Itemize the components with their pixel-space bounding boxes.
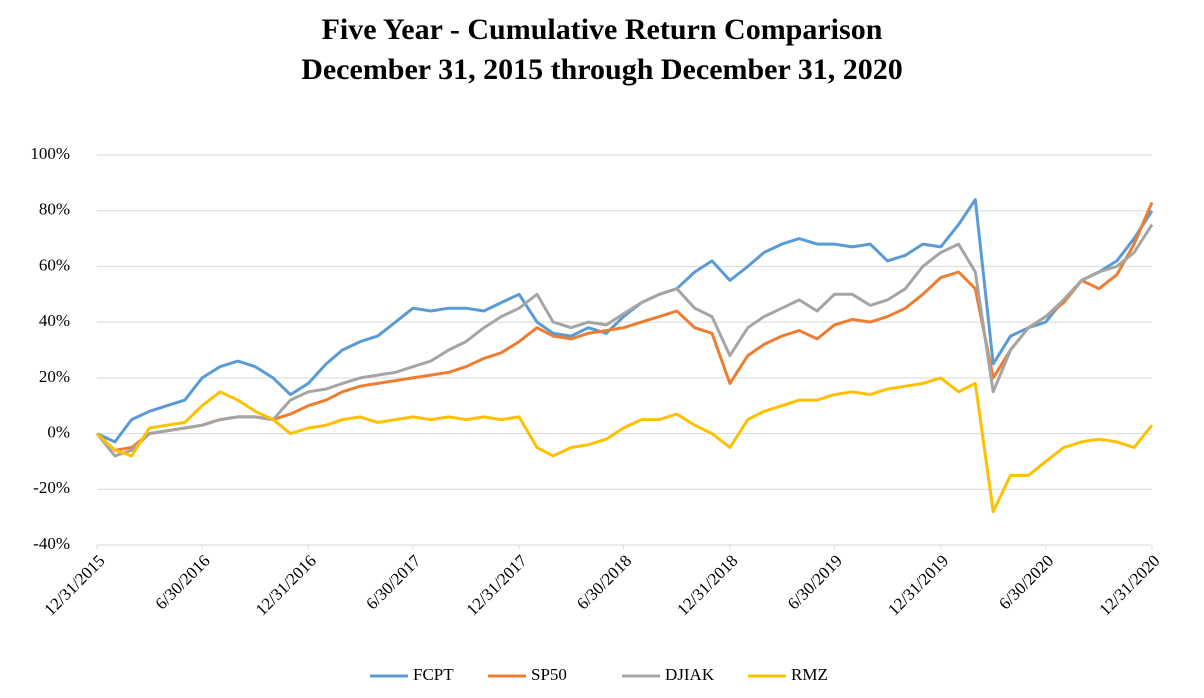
chart-subtitle: December 31, 2015 through December 31, 2… — [301, 53, 903, 86]
legend-label: FCPT — [413, 665, 454, 684]
legend-label: RMZ — [791, 665, 828, 684]
series-line — [95, 376, 1154, 514]
chart-title: Five Year - Cumulative Return Comparison — [322, 13, 883, 46]
y-tick-label: 80% — [39, 200, 70, 219]
x-tick-label: 6/30/2020 — [995, 551, 1057, 613]
x-tick-label: 6/30/2019 — [784, 551, 846, 613]
x-tick-label: 12/31/2015 — [40, 551, 108, 619]
y-tick-label: 100% — [30, 144, 70, 163]
y-tick-label: 40% — [39, 311, 70, 330]
series-line — [95, 223, 1154, 458]
x-tick-label: 12/31/2017 — [463, 551, 532, 620]
x-tick-label: 12/31/2019 — [884, 551, 952, 619]
x-tick-label: 12/31/2018 — [673, 551, 741, 619]
series-line — [96, 198, 1154, 444]
series-line — [95, 201, 1154, 452]
y-tick-label: 0% — [47, 422, 70, 441]
y-tick-label: 20% — [39, 367, 70, 386]
y-tick-label: 60% — [39, 255, 70, 274]
legend-label: SP50 — [531, 665, 567, 684]
x-tick-label: 12/31/2020 — [1095, 551, 1163, 619]
x-tick-label: 6/30/2016 — [151, 551, 213, 613]
legend-label: DJIAK — [665, 665, 715, 684]
y-tick-label: -40% — [33, 534, 70, 553]
x-tick-label: 6/30/2017 — [362, 551, 425, 614]
x-tick-label: 6/30/2018 — [573, 551, 635, 613]
x-tick-label: 12/31/2016 — [252, 551, 320, 619]
y-tick-label: -20% — [33, 478, 70, 497]
